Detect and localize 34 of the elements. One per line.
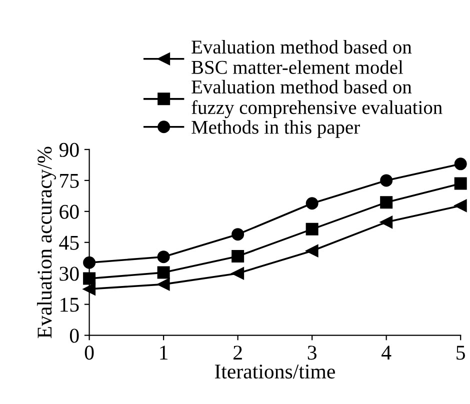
point — [454, 177, 467, 190]
point — [157, 266, 170, 279]
x-tick-label: 4 — [382, 346, 392, 360]
y-axis-title: Evaluation accuracy/% — [37, 146, 56, 338]
legend-label: Evaluation method based on fuzzy comprehensive evaluation — [192, 80, 442, 118]
y-tick-label: 30 — [60, 266, 79, 281]
point — [380, 174, 393, 187]
point — [380, 196, 393, 209]
point — [157, 250, 170, 264]
x-tick-label: 2 — [234, 346, 242, 360]
point — [306, 244, 318, 258]
legend-label: Methods in this paper — [192, 120, 360, 138]
point — [306, 197, 318, 210]
x-tick-label: 1 — [160, 346, 168, 360]
point — [454, 158, 467, 170]
legend-label: Evaluation method based on BSC matter-element model — [192, 40, 412, 74]
y-tick-label: 45 — [59, 236, 79, 250]
y-tick-label: 90 — [59, 142, 79, 157]
point — [306, 222, 318, 236]
y-tick-label: 0 — [70, 328, 79, 343]
y-tick-label: 15 — [60, 298, 79, 312]
x-tick-label: 3 — [308, 346, 316, 360]
point — [157, 278, 170, 291]
x-tick-label: 5 — [456, 346, 465, 360]
x-axis-title: Iterations/time — [214, 364, 335, 379]
y-tick-label: 60 — [60, 204, 79, 219]
point — [454, 199, 467, 212]
point — [232, 267, 244, 280]
x-tick-label: 0 — [84, 346, 94, 360]
y-tick-label: 75 — [60, 174, 79, 188]
point — [83, 272, 96, 285]
point — [232, 228, 244, 241]
point — [232, 250, 244, 262]
point — [380, 216, 393, 228]
